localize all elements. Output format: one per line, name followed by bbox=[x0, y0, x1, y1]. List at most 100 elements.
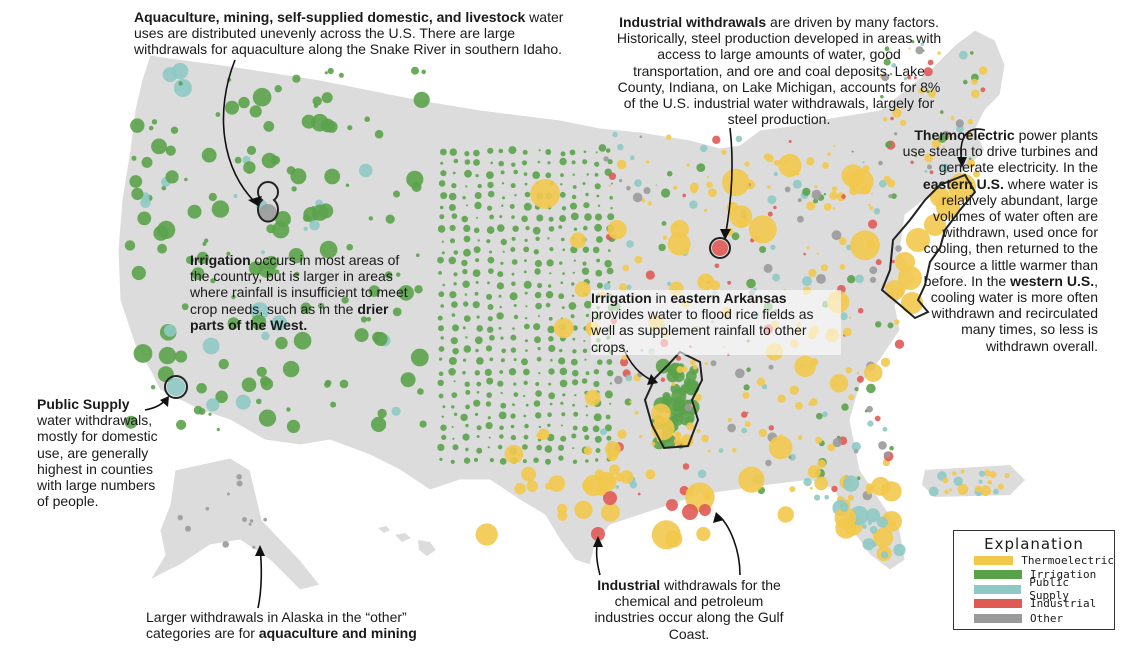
irrigation-symbol bbox=[141, 156, 153, 168]
irrigation-symbol bbox=[572, 173, 575, 176]
legend-label: Other bbox=[1030, 611, 1064, 625]
thermoelectric-symbol bbox=[930, 187, 950, 207]
irrigation-symbol bbox=[511, 281, 516, 287]
thermoelectric-symbol bbox=[722, 168, 750, 197]
irrigation-symbol bbox=[256, 366, 267, 377]
irrigation-symbol bbox=[463, 457, 471, 464]
withdrawal-symbol bbox=[853, 449, 859, 454]
irrigation-symbol bbox=[249, 105, 262, 118]
irrigation-symbol bbox=[510, 183, 516, 189]
irrigation-symbol bbox=[485, 401, 492, 407]
irrigation-symbol bbox=[548, 336, 554, 342]
irrigation-symbol bbox=[523, 280, 532, 289]
irrigation-symbol bbox=[499, 305, 502, 309]
irrigation-symbol bbox=[497, 444, 503, 450]
irrigation-symbol bbox=[157, 243, 168, 254]
withdrawal-symbol bbox=[993, 488, 999, 495]
irrigation-symbol bbox=[560, 424, 563, 427]
withdrawal-symbol bbox=[676, 355, 682, 361]
irrigation-symbol bbox=[218, 358, 229, 370]
irrigation-symbol bbox=[583, 340, 586, 342]
irrigation-symbol bbox=[462, 433, 470, 441]
irrigation-symbol bbox=[510, 247, 516, 252]
thermoelectric-symbol bbox=[738, 466, 765, 493]
irrigation-symbol bbox=[330, 401, 337, 408]
withdrawal-symbol bbox=[823, 203, 832, 211]
irrigation-symbol bbox=[486, 293, 493, 300]
withdrawal-symbol bbox=[803, 477, 812, 487]
irrigation-symbol bbox=[318, 302, 325, 309]
irrigation-symbol bbox=[497, 224, 505, 232]
irrigation-symbol bbox=[499, 434, 504, 439]
withdrawal-symbol bbox=[928, 486, 939, 497]
withdrawal-symbol bbox=[883, 58, 891, 66]
thermoelectric-symbol bbox=[557, 511, 568, 521]
irrigation-symbol bbox=[521, 160, 528, 166]
irrigation-symbol bbox=[609, 402, 612, 405]
withdrawal-symbol bbox=[880, 551, 889, 559]
withdrawal-symbol bbox=[881, 481, 902, 502]
withdrawal-symbol bbox=[839, 503, 849, 512]
irrigation-symbol bbox=[535, 390, 542, 397]
irrigation-symbol bbox=[538, 425, 542, 429]
irrigation-symbol bbox=[476, 381, 482, 387]
irrigation-symbol bbox=[560, 401, 564, 405]
alaska-landmass bbox=[148, 457, 321, 591]
withdrawal-symbol bbox=[866, 405, 873, 413]
irrigation-symbol bbox=[475, 280, 479, 284]
withdrawal-symbol bbox=[731, 447, 737, 453]
withdrawal-symbol bbox=[978, 479, 983, 484]
irrigation-symbol bbox=[366, 317, 372, 322]
irrigation-symbol bbox=[559, 261, 563, 265]
irrigation-symbol bbox=[452, 171, 456, 175]
withdrawal-symbol bbox=[989, 470, 997, 479]
withdrawal-symbol bbox=[741, 427, 748, 434]
highlight-outlines bbox=[164, 173, 977, 450]
irrigation-symbol bbox=[165, 170, 179, 184]
irrigation-symbol bbox=[513, 392, 519, 397]
irrigation-symbol bbox=[585, 192, 589, 197]
irrigation-symbol bbox=[513, 314, 519, 320]
withdrawal-symbol bbox=[742, 391, 750, 399]
irrigation-symbol bbox=[324, 168, 341, 185]
withdrawal-symbol bbox=[821, 264, 828, 272]
withdrawal-symbol bbox=[842, 475, 860, 492]
withdrawal-symbol bbox=[911, 40, 915, 44]
irrigation-symbol bbox=[532, 226, 541, 235]
irrigation-symbol bbox=[130, 118, 145, 133]
irrigation-symbol bbox=[570, 358, 578, 366]
legend-label: Public Supply bbox=[1029, 576, 1069, 603]
irrigation-symbol bbox=[203, 238, 209, 243]
withdrawal-symbol bbox=[817, 459, 826, 469]
irrigation-symbol bbox=[568, 302, 577, 310]
withdrawal-symbol bbox=[603, 282, 611, 290]
irrigation-symbol bbox=[292, 74, 301, 83]
irrigation-symbol bbox=[558, 455, 564, 461]
withdrawal-symbol bbox=[789, 486, 796, 493]
irrigation-symbol bbox=[581, 267, 590, 275]
withdrawal-symbol bbox=[612, 131, 618, 138]
withdrawal-symbol bbox=[608, 172, 617, 180]
thermoelectric-symbol bbox=[537, 428, 550, 441]
withdrawal-symbol bbox=[838, 237, 847, 246]
irrigation-symbol bbox=[561, 237, 565, 242]
irrigation-symbol bbox=[489, 357, 494, 362]
irrigation-symbol bbox=[374, 129, 384, 139]
irrigation-symbol bbox=[533, 400, 541, 407]
irrigation-symbol bbox=[499, 370, 504, 374]
withdrawal-symbol bbox=[884, 46, 890, 52]
irrigation-symbol bbox=[499, 425, 504, 431]
withdrawal-symbol bbox=[637, 492, 641, 496]
irrigation-symbol bbox=[562, 248, 566, 251]
irrigation-symbol bbox=[485, 422, 493, 430]
withdrawal-symbol bbox=[647, 201, 652, 206]
irrigation-symbol bbox=[453, 272, 458, 277]
irrigation-symbol bbox=[558, 293, 565, 300]
withdrawal-symbol bbox=[876, 516, 889, 528]
withdrawal-symbol bbox=[808, 268, 817, 277]
irrigation-symbol bbox=[193, 405, 203, 415]
withdrawal-symbol bbox=[915, 46, 924, 55]
irrigation-symbol bbox=[486, 171, 494, 180]
thermoelectric-symbol bbox=[521, 466, 536, 482]
